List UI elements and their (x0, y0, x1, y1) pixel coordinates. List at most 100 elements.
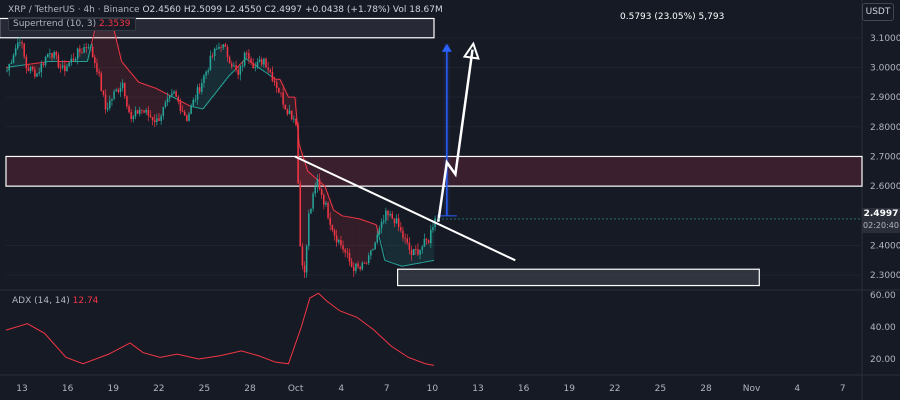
date-tick-label: Nov (743, 384, 761, 394)
supertrend-fill (115, 34, 118, 90)
supertrend-fill (406, 242, 409, 266)
candle-body (385, 210, 387, 221)
candle-body (89, 46, 92, 48)
candle-body (96, 63, 98, 72)
candle-body (209, 55, 212, 71)
supertrend-fill (164, 92, 167, 103)
candle-body (318, 178, 321, 190)
candle-body (201, 82, 203, 92)
supertrend-fill (149, 85, 152, 118)
supertrend-line (266, 72, 270, 76)
candle-body (205, 71, 207, 76)
supertrend-line (328, 197, 332, 205)
candle-body (316, 178, 319, 187)
supertrend-fill (412, 248, 416, 265)
candle-body (404, 237, 406, 239)
supertrend-line (232, 69, 236, 73)
supertrend-fill (348, 216, 351, 262)
supertrend-line (187, 104, 191, 107)
supertrend-fill (185, 103, 189, 121)
candle-body (104, 94, 107, 110)
candle-body (348, 253, 351, 262)
candle-body (314, 186, 316, 194)
supertrend-line (294, 97, 298, 121)
candle-body (175, 91, 177, 97)
candle-body (423, 238, 426, 247)
candle-body (359, 266, 361, 270)
supertrend-line (155, 87, 159, 90)
candle-body (305, 245, 308, 273)
candle-body (138, 109, 141, 114)
candle-body (290, 110, 293, 120)
candle-body (117, 89, 120, 92)
candle-body (31, 66, 34, 70)
supertrend-fill (136, 79, 139, 114)
supertrend-fill (333, 209, 336, 236)
supertrend-fill (113, 25, 116, 92)
candle-body (17, 42, 19, 49)
candle-body (320, 189, 323, 196)
supertrend-fill (130, 71, 133, 119)
supertrend-fill (104, 25, 107, 110)
supertrend-fill (198, 91, 202, 108)
candle-body (226, 47, 229, 58)
adx-tick-label: 60.00 (870, 291, 896, 301)
supertrend-fill (20, 43, 24, 66)
supertrend-fill (423, 238, 426, 263)
candle-body (293, 118, 295, 120)
supertrend-fill (106, 25, 110, 109)
supertrend-line (386, 260, 390, 263)
date-tick-label: 4 (338, 384, 344, 394)
price-tick-label: 2.4000 (870, 241, 900, 251)
supertrend-line (134, 76, 137, 81)
adx-legend[interactable]: ADX (14, 14) 12.74 (12, 296, 98, 306)
supertrend-line (226, 76, 229, 80)
supertrend-line (157, 88, 161, 91)
supertrend-fill (232, 65, 236, 72)
currency-button[interactable]: USDT (862, 3, 894, 21)
supertrend-fill (290, 97, 294, 120)
candle-body (113, 91, 115, 99)
candle-body (286, 109, 289, 115)
candle-body (186, 115, 188, 121)
candle-body (310, 208, 312, 214)
candle-body (331, 224, 334, 231)
supertrend-line (164, 92, 167, 95)
supertrend-fill (389, 213, 392, 262)
candle-body (51, 53, 53, 58)
candle-body (417, 249, 419, 255)
candle-body (57, 55, 60, 68)
supertrend-line (238, 62, 242, 66)
candle-body (419, 249, 421, 255)
candle-body (254, 67, 257, 68)
date-tick-label: 22 (153, 384, 164, 394)
supertrend-line (268, 74, 272, 77)
candle-body (203, 75, 205, 83)
supertrend-fill (346, 216, 349, 254)
candle-body (213, 48, 216, 57)
supertrend-fill (202, 75, 206, 109)
supertrend-line (339, 213, 343, 217)
supertrend-fill (200, 82, 204, 109)
candle-body (346, 252, 349, 254)
price-tick-label: 3.0000 (870, 63, 900, 73)
measure-label: 0.5793 (23.05%) 5,793 (617, 11, 728, 23)
supertrend-fill (367, 221, 371, 256)
supertrend-fill (117, 43, 120, 92)
candle-body (55, 52, 58, 56)
candle-body (14, 48, 17, 56)
supertrend-line (326, 191, 330, 199)
supertrend-fill (187, 104, 191, 114)
supertrend-fill (329, 198, 332, 225)
supertrend-line (136, 79, 140, 83)
supertrend-fill (125, 66, 129, 107)
candle-body (149, 115, 152, 118)
supertrend-fill (279, 79, 283, 93)
candle-body (269, 69, 272, 73)
candle-body (188, 113, 190, 121)
supertrend-fill (157, 89, 161, 121)
candle-body (370, 250, 372, 256)
supertrend-legend[interactable]: Supertrend (10, 3) 2.3539 (8, 17, 136, 31)
